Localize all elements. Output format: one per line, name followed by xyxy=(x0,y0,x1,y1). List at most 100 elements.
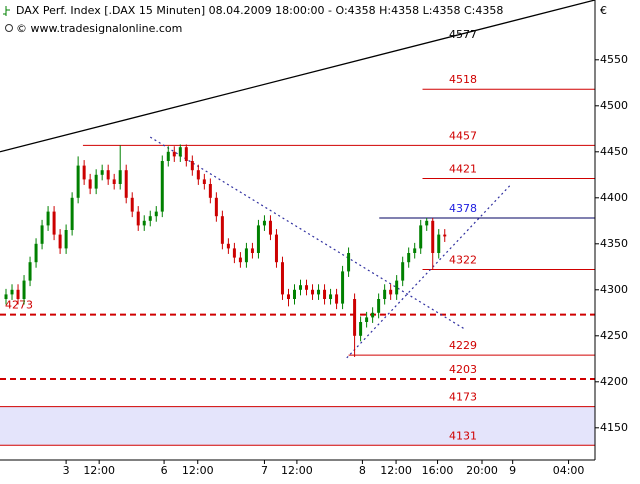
plot-area: 4518 4457 4421 4378 4322 4273 4229 4203 4173 4131… xyxy=(0,0,595,446)
x-tick-label: 8 xyxy=(359,464,366,477)
candle-body xyxy=(413,248,417,253)
y-tick-label: 4350 xyxy=(600,237,628,250)
level-label: 4229 xyxy=(449,339,477,352)
candle-body xyxy=(178,147,182,157)
candle-body xyxy=(256,225,260,253)
candle-body xyxy=(100,170,104,175)
candle-body xyxy=(64,230,68,249)
x-tick-label: 3 xyxy=(63,464,70,477)
candle-body xyxy=(130,197,134,212)
x-tick-label: 6 xyxy=(161,464,168,477)
candle-body xyxy=(136,211,140,226)
candle-body xyxy=(437,234,441,253)
candle-body xyxy=(52,211,56,235)
candle-body xyxy=(190,161,194,171)
y-tick-label: 4450 xyxy=(600,145,628,158)
x-tick-label: 04:00 xyxy=(553,464,585,477)
x-tick-label: 12:00 xyxy=(281,464,313,477)
level-label: 4131 xyxy=(449,429,477,442)
candle-body xyxy=(353,299,357,336)
x-tick-label: 12:00 xyxy=(380,464,412,477)
candle-body xyxy=(268,220,272,235)
candle-body xyxy=(124,170,128,198)
candle-body xyxy=(299,285,303,290)
y-tick-label: 4400 xyxy=(600,191,628,204)
band xyxy=(0,406,595,446)
candle-body xyxy=(347,253,351,272)
candle-body xyxy=(16,289,20,299)
y-tick-label: 4550 xyxy=(600,53,628,66)
x-tick-label: 16:00 xyxy=(422,464,454,477)
candle-body xyxy=(250,248,254,253)
candle-body xyxy=(425,220,429,226)
candle-body xyxy=(148,216,152,221)
candle-body xyxy=(262,220,266,226)
candle-body xyxy=(214,197,218,217)
level-label: 4322 xyxy=(449,254,477,267)
candle-body xyxy=(377,299,381,313)
candle-body xyxy=(341,271,345,304)
candle-body xyxy=(34,243,38,263)
level-label: 4203 xyxy=(449,363,477,376)
candle-body xyxy=(118,170,122,184)
candle-body xyxy=(244,248,248,263)
level-label: 4518 xyxy=(449,73,477,86)
candle-body xyxy=(238,257,242,263)
candle-body xyxy=(232,248,236,258)
candle-body xyxy=(46,211,50,226)
candle-body xyxy=(40,225,44,244)
level-label: 4457 xyxy=(449,129,477,142)
chart-subtitle: © www.tradesignalonline.com xyxy=(16,22,182,35)
icon xyxy=(5,24,13,32)
candle-body xyxy=(88,179,92,189)
candle-body xyxy=(292,289,296,299)
trendline-label: 4577 xyxy=(449,28,477,41)
x-tick-label: 7 xyxy=(261,464,268,477)
candle-body xyxy=(196,170,200,180)
candle-body xyxy=(395,280,399,295)
candle-body xyxy=(329,294,333,299)
trendline xyxy=(0,0,595,153)
level-label: 4378 xyxy=(449,202,477,215)
candle-body xyxy=(142,220,146,226)
candle-body xyxy=(443,234,447,237)
candle-body xyxy=(323,289,327,299)
candle-body xyxy=(154,211,158,217)
candle-body xyxy=(419,225,423,249)
candle-body xyxy=(166,151,170,161)
y-tick-label: 4150 xyxy=(600,421,628,434)
candle-body xyxy=(371,312,375,318)
candle-body xyxy=(202,179,206,184)
chart-title: DAX Perf. Index [.DAX 15 Minuten] 08.04.… xyxy=(16,4,503,17)
candle-body xyxy=(22,280,26,299)
candle-body xyxy=(311,289,315,295)
candle-body xyxy=(383,289,387,299)
candle-body xyxy=(94,174,98,189)
y-tick-label: 4200 xyxy=(600,375,628,388)
candle-body xyxy=(226,243,230,249)
candle-body xyxy=(160,161,164,212)
level-label: 4173 xyxy=(449,391,477,404)
candle-body xyxy=(82,165,86,180)
candle-body xyxy=(335,294,339,304)
candle-body xyxy=(359,322,363,336)
trendline xyxy=(346,185,511,359)
candle-body xyxy=(70,197,74,230)
candle-body xyxy=(106,170,110,180)
candle-body xyxy=(280,262,284,295)
x-tick-label: 12:00 xyxy=(83,464,115,477)
y-tick-label: 4300 xyxy=(600,283,628,296)
x-tick-label: 9 xyxy=(509,464,516,477)
candle-body xyxy=(184,147,188,161)
x-tick-label: 12:00 xyxy=(182,464,214,477)
candle-body xyxy=(286,294,290,299)
candle-body xyxy=(10,289,14,295)
level-label: 4273 xyxy=(5,299,33,312)
candle-body xyxy=(317,289,321,295)
candle-body xyxy=(28,262,32,281)
icon xyxy=(3,6,10,16)
candle-body xyxy=(112,179,116,184)
candle-body xyxy=(401,262,405,281)
candle-body xyxy=(76,165,80,198)
